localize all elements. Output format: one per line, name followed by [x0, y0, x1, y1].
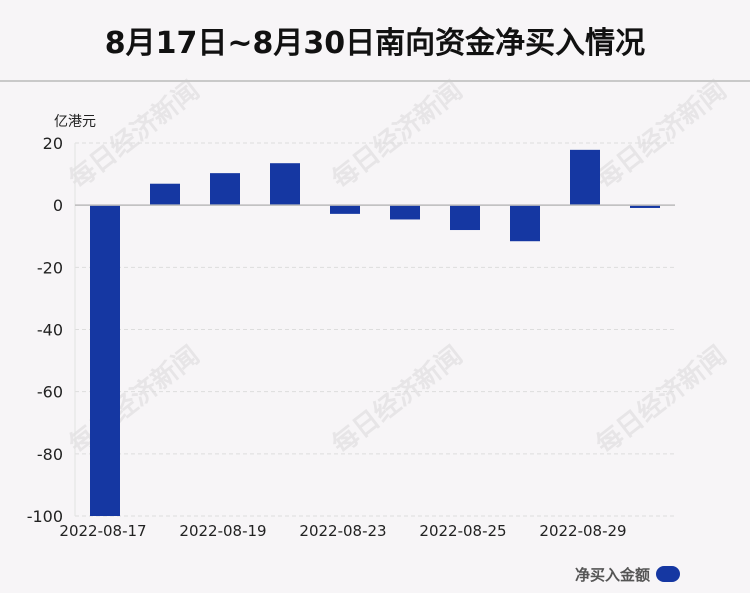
x-tick-label: 2022-08-25 — [419, 522, 506, 540]
bar — [330, 205, 360, 214]
y-tick-label: -20 — [37, 258, 63, 277]
x-tick-label: 2022-08-19 — [179, 522, 266, 540]
y-axis-unit-label: 亿港元 — [54, 114, 96, 130]
bar — [270, 163, 300, 206]
legend-label: 净买入金额 — [575, 565, 651, 584]
title-divider — [0, 80, 750, 82]
bar — [630, 205, 660, 208]
x-tick-label: 2022-08-17 — [59, 522, 146, 540]
y-tick-label: 20 — [43, 134, 63, 153]
y-tick-label: -40 — [37, 321, 63, 340]
y-tick-label: -80 — [37, 445, 63, 464]
y-tick-label: -100 — [27, 507, 63, 526]
x-tick-label: 2022-08-23 — [299, 522, 386, 540]
bar — [510, 205, 540, 242]
bar — [570, 149, 600, 206]
chart-title: 8月17日~8月30日南向资金净买入情况 — [104, 26, 646, 61]
bar — [390, 205, 420, 220]
bar — [450, 205, 480, 231]
legend: 净买入金额 — [575, 563, 681, 585]
grid-lines — [75, 142, 675, 517]
bars — [90, 149, 660, 516]
y-tick-label: 0 — [53, 196, 63, 215]
x-tick-label: 2022-08-29 — [539, 522, 626, 540]
bar — [210, 173, 240, 206]
legend-swatch — [656, 566, 681, 582]
bar — [90, 205, 120, 516]
bar — [150, 183, 180, 206]
y-tick-label: -60 — [37, 383, 63, 402]
